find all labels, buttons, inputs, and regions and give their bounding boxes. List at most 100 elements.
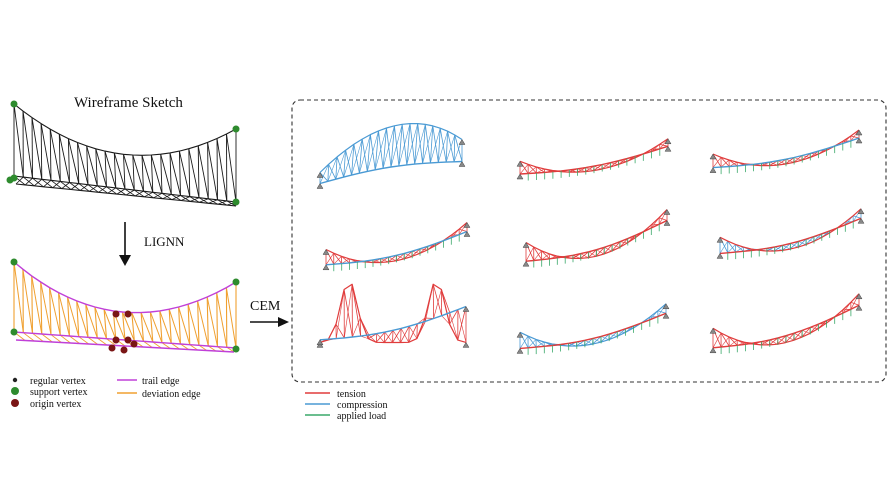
result-member: [527, 339, 537, 349]
result-member: [390, 124, 403, 168]
result-member: [408, 326, 410, 343]
wire-deck-brace: [89, 185, 98, 192]
wire-deck-brace: [153, 192, 163, 199]
deviation-edge: [131, 312, 144, 342]
result-member: [384, 332, 386, 343]
result-member: [777, 160, 786, 165]
support-icon: [322, 249, 330, 255]
result-member: [600, 336, 609, 340]
support-vertex: [232, 278, 240, 286]
deviation-edge: [69, 335, 80, 344]
result-member: [798, 241, 806, 245]
regular-vertex-swatch: [12, 377, 18, 383]
wire-deck-brace: [171, 195, 181, 200]
wireframe-bridge: [6, 100, 240, 207]
graph-bridge: [10, 258, 240, 354]
legend-label: trail edge: [142, 376, 180, 387]
deviation-edge: [197, 300, 209, 347]
result-member: [392, 330, 394, 343]
wire-diagonal: [113, 152, 126, 190]
legend-item-deviation-edge: deviation edge: [117, 389, 201, 400]
result-member: [457, 306, 467, 341]
result-member: [527, 164, 537, 174]
deviation-edge: [140, 312, 154, 343]
legend-item-support-vertex: support vertex: [11, 387, 88, 398]
deviation-edge: [60, 334, 71, 344]
result-member: [619, 238, 629, 248]
result-member: [793, 332, 802, 338]
lignn-step: LIGNN: [119, 222, 185, 266]
wire-hanger: [207, 142, 209, 199]
result-member: [727, 240, 737, 253]
deviation-edge: [149, 311, 163, 343]
legend-item-trail-edge: trail edge: [117, 376, 180, 387]
deviation-edge: [94, 306, 107, 339]
legend-label: tension: [337, 389, 366, 400]
support-icon: [855, 293, 863, 300]
result-bridge: [709, 129, 863, 175]
result-member: [658, 217, 668, 221]
legend-item-regular-vertex: regular vertex: [12, 376, 86, 387]
result-member: [533, 250, 542, 261]
result-member: [457, 309, 467, 343]
result-member: [801, 327, 811, 338]
result-member: [519, 335, 529, 349]
result-member: [414, 123, 419, 165]
deviation-edge: [168, 309, 181, 345]
support-icon: [463, 231, 471, 237]
support-icon: [857, 208, 865, 215]
deviation-edge: [178, 306, 191, 345]
result-member: [411, 248, 421, 257]
wire-hanger: [216, 138, 218, 200]
wire-hanger: [178, 151, 181, 196]
deviation-edge: [180, 343, 189, 350]
result-member: [398, 123, 411, 166]
result-member: [580, 253, 589, 258]
result-bridge: [522, 209, 671, 268]
wire-deck-brace: [135, 190, 144, 197]
result-member: [335, 323, 345, 339]
result-member: [536, 341, 545, 348]
support-icon: [522, 260, 530, 267]
wire-diagonal: [226, 133, 237, 203]
wire-diagonal: [141, 155, 154, 193]
result-member: [392, 328, 402, 343]
legend-item-applied-load: applied load: [305, 411, 386, 422]
origin-vertex-swatch: [11, 399, 19, 407]
wire-top-chord: [13, 103, 237, 156]
deviation-edge: [197, 300, 200, 346]
support-vertex: [232, 198, 240, 206]
result-member: [404, 253, 412, 257]
result-member: [806, 238, 814, 242]
wire-hanger: [113, 152, 117, 188]
wire-hanger: [169, 152, 172, 195]
result-member: [782, 245, 791, 250]
deviation-edge: [40, 281, 43, 335]
deviation-edge: [149, 311, 154, 343]
result-member: [774, 246, 783, 251]
result-member: [525, 246, 534, 262]
result-member: [584, 340, 593, 345]
support-vertex: [10, 258, 18, 266]
wire-diagonal: [188, 148, 200, 198]
result-member: [777, 337, 786, 343]
wire-diagonal: [160, 154, 172, 195]
result-member: [374, 127, 387, 170]
result-member: [352, 317, 361, 338]
wire-hanger: [160, 154, 163, 194]
result-member: [333, 252, 343, 264]
deviation-edge: [103, 309, 108, 339]
deviation-edge: [87, 336, 99, 345]
wire-diagonal: [104, 150, 117, 189]
wire-diagonal: [178, 150, 191, 197]
result-member: [528, 166, 537, 174]
result-member: [712, 332, 722, 348]
result-member: [398, 124, 403, 166]
result-member: [657, 310, 667, 314]
wire-diagonal: [31, 117, 43, 180]
support-icon: [664, 145, 672, 152]
deviation-edge: [49, 287, 61, 336]
origin-vertex: [124, 336, 132, 344]
result-member: [351, 284, 361, 337]
wire-deck-brace: [208, 199, 218, 204]
